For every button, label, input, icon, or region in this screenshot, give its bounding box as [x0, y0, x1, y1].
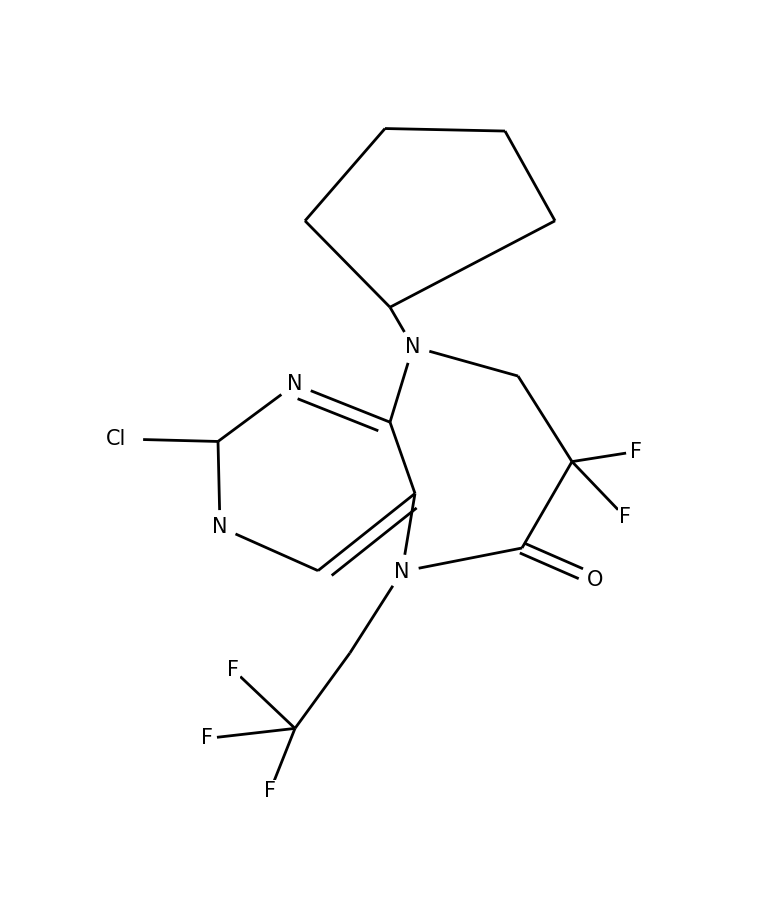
Text: N: N [212, 517, 227, 537]
Text: F: F [227, 660, 239, 680]
Text: N: N [394, 562, 409, 582]
Text: F: F [619, 507, 631, 527]
Text: O: O [587, 570, 603, 590]
Text: F: F [264, 781, 276, 801]
Text: Cl: Cl [106, 429, 126, 449]
Text: F: F [630, 441, 642, 461]
Text: N: N [406, 336, 421, 357]
Text: N: N [288, 374, 303, 394]
Text: F: F [201, 729, 213, 748]
